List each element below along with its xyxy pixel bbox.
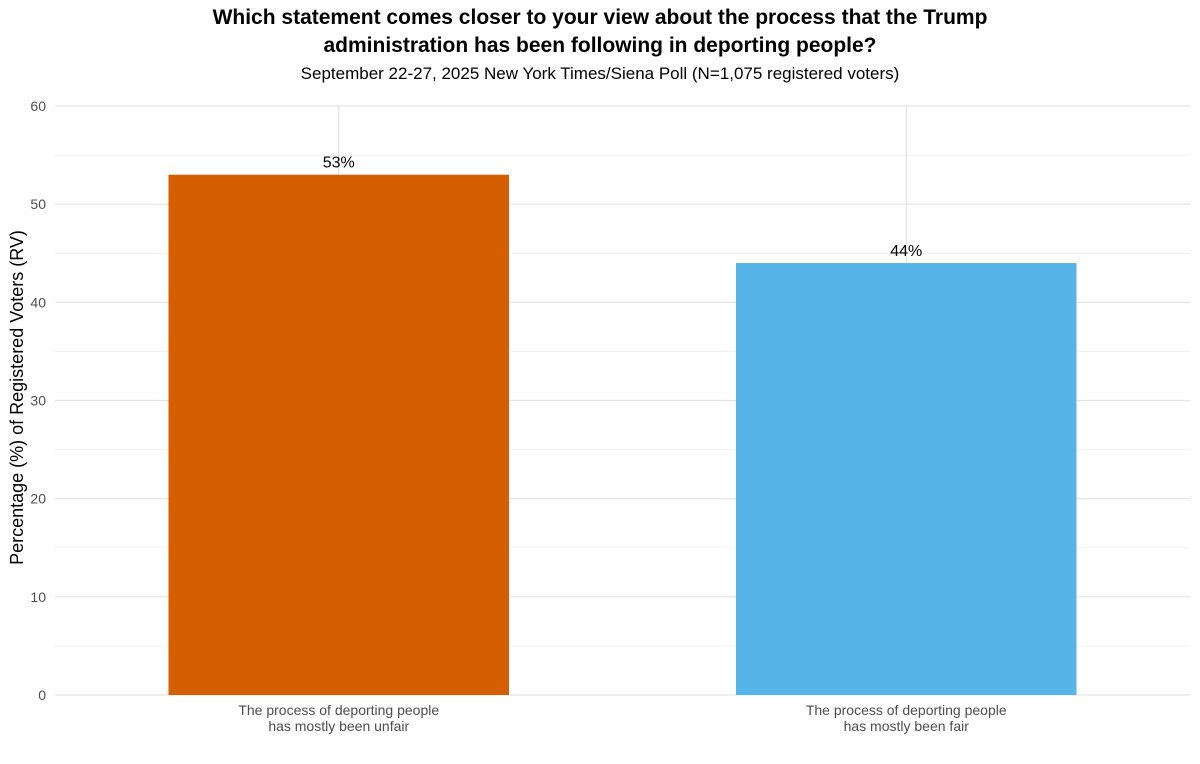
bar-value-label: 53% bbox=[323, 155, 355, 172]
bar-value-label: 44% bbox=[890, 243, 922, 260]
y-tick-label: 50 bbox=[30, 196, 46, 212]
chart-title-line-2: administration has been following in dep… bbox=[323, 34, 877, 57]
bar bbox=[168, 174, 509, 695]
x-tick-label: The process of deporting people bbox=[806, 702, 1007, 718]
x-tick-label: The process of deporting people bbox=[238, 702, 439, 718]
x-tick-label: has mostly been fair bbox=[844, 718, 970, 734]
y-tick-label: 10 bbox=[30, 589, 46, 605]
chart-title-line-1: Which statement comes closer to your vie… bbox=[212, 6, 988, 29]
y-tick-label: 20 bbox=[30, 491, 46, 507]
y-tick-label: 40 bbox=[30, 294, 46, 310]
chart-subtitle: September 22-27, 2025 New York Times/Sie… bbox=[300, 64, 900, 83]
x-tick-label: has mostly been unfair bbox=[268, 718, 409, 734]
y-tick-label: 60 bbox=[30, 98, 46, 114]
bar bbox=[736, 263, 1077, 695]
y-tick-label: 0 bbox=[38, 687, 46, 703]
y-tick-label: 30 bbox=[30, 393, 46, 409]
